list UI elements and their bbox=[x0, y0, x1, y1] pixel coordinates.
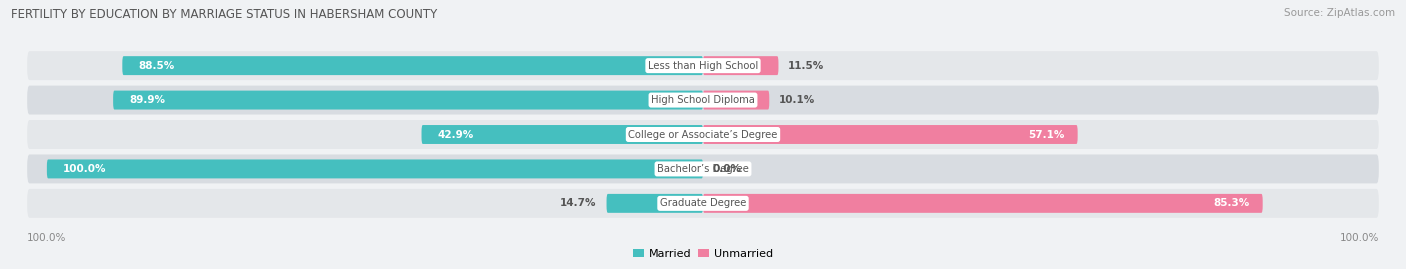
Text: 100.0%: 100.0% bbox=[63, 164, 107, 174]
Text: 11.5%: 11.5% bbox=[789, 61, 824, 71]
Text: FERTILITY BY EDUCATION BY MARRIAGE STATUS IN HABERSHAM COUNTY: FERTILITY BY EDUCATION BY MARRIAGE STATU… bbox=[11, 8, 437, 21]
Text: 100.0%: 100.0% bbox=[1340, 233, 1379, 243]
FancyBboxPatch shape bbox=[27, 86, 1379, 115]
Text: Bachelor’s Degree: Bachelor’s Degree bbox=[657, 164, 749, 174]
Text: 100.0%: 100.0% bbox=[27, 233, 66, 243]
FancyBboxPatch shape bbox=[703, 91, 769, 109]
FancyBboxPatch shape bbox=[27, 51, 1379, 80]
FancyBboxPatch shape bbox=[27, 154, 1379, 183]
FancyBboxPatch shape bbox=[122, 56, 703, 75]
FancyBboxPatch shape bbox=[422, 125, 703, 144]
Text: 14.7%: 14.7% bbox=[560, 198, 596, 208]
FancyBboxPatch shape bbox=[703, 56, 779, 75]
Text: High School Diploma: High School Diploma bbox=[651, 95, 755, 105]
Text: 10.1%: 10.1% bbox=[779, 95, 815, 105]
FancyBboxPatch shape bbox=[112, 91, 703, 109]
Text: 57.1%: 57.1% bbox=[1028, 129, 1064, 140]
FancyBboxPatch shape bbox=[46, 160, 703, 178]
FancyBboxPatch shape bbox=[703, 125, 1077, 144]
FancyBboxPatch shape bbox=[27, 189, 1379, 218]
Text: Graduate Degree: Graduate Degree bbox=[659, 198, 747, 208]
FancyBboxPatch shape bbox=[606, 194, 703, 213]
Legend: Married, Unmarried: Married, Unmarried bbox=[628, 244, 778, 263]
Text: College or Associate’s Degree: College or Associate’s Degree bbox=[628, 129, 778, 140]
Text: 42.9%: 42.9% bbox=[437, 129, 474, 140]
Text: 0.0%: 0.0% bbox=[713, 164, 742, 174]
Text: Less than High School: Less than High School bbox=[648, 61, 758, 71]
FancyBboxPatch shape bbox=[27, 120, 1379, 149]
Text: 85.3%: 85.3% bbox=[1213, 198, 1250, 208]
Text: 88.5%: 88.5% bbox=[139, 61, 174, 71]
Text: 89.9%: 89.9% bbox=[129, 95, 166, 105]
Text: Source: ZipAtlas.com: Source: ZipAtlas.com bbox=[1284, 8, 1395, 18]
FancyBboxPatch shape bbox=[703, 194, 1263, 213]
